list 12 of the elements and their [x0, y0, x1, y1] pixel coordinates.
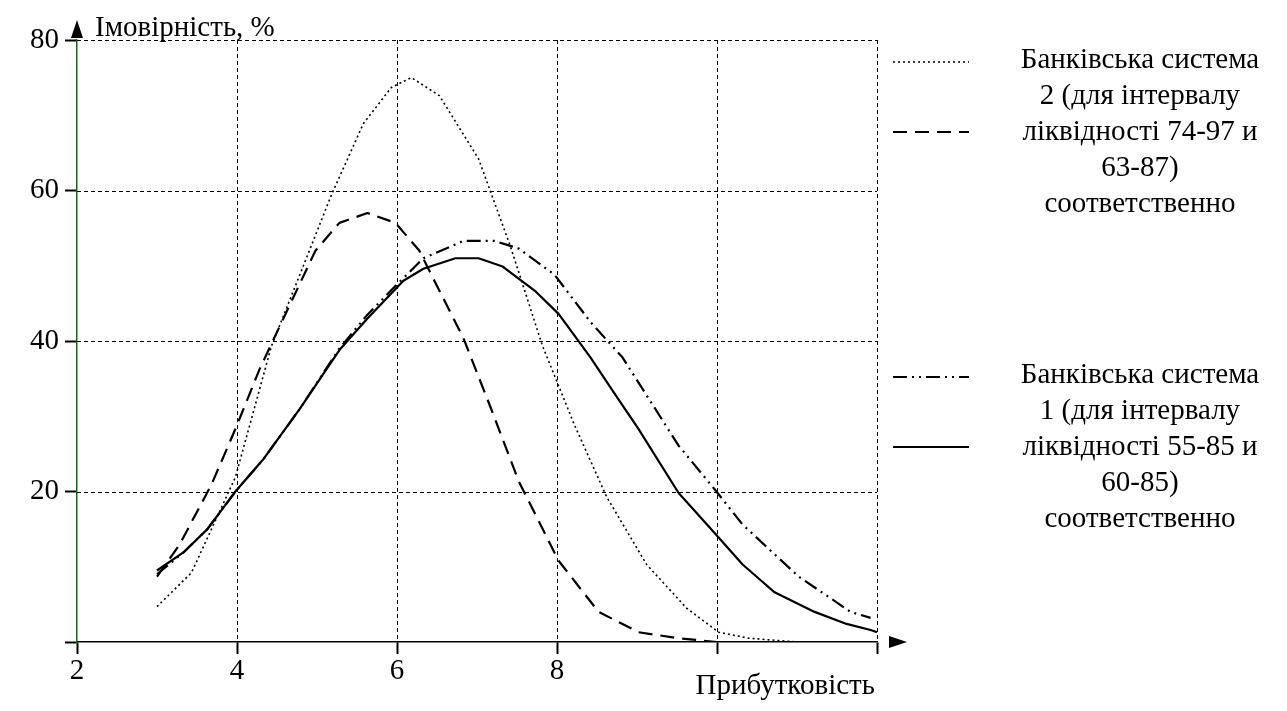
- y-tick-label: 20: [30, 473, 59, 506]
- x-axis-title: Прибутковість: [695, 668, 875, 700]
- y-tick-label: 80: [30, 21, 59, 54]
- text: Банківська система 2 (для інтервалу ліквідності 74-97 и 63-87) соответственно: [1019, 41, 1261, 220]
- x-tick-label: 6: [389, 653, 405, 686]
- x-tick-label: 4: [229, 653, 245, 686]
- y-tick-label: 40: [30, 322, 59, 355]
- y-axis-title: Імовірність, %: [95, 10, 275, 42]
- y-tick-label: 60: [30, 172, 59, 205]
- text: Банківська система 1 (для інтервалу ліквідності 55-85 и 60-85) соответственно: [1019, 356, 1261, 535]
- x-tick-label: 2: [69, 653, 85, 686]
- x-tick-label: 8: [549, 653, 565, 686]
